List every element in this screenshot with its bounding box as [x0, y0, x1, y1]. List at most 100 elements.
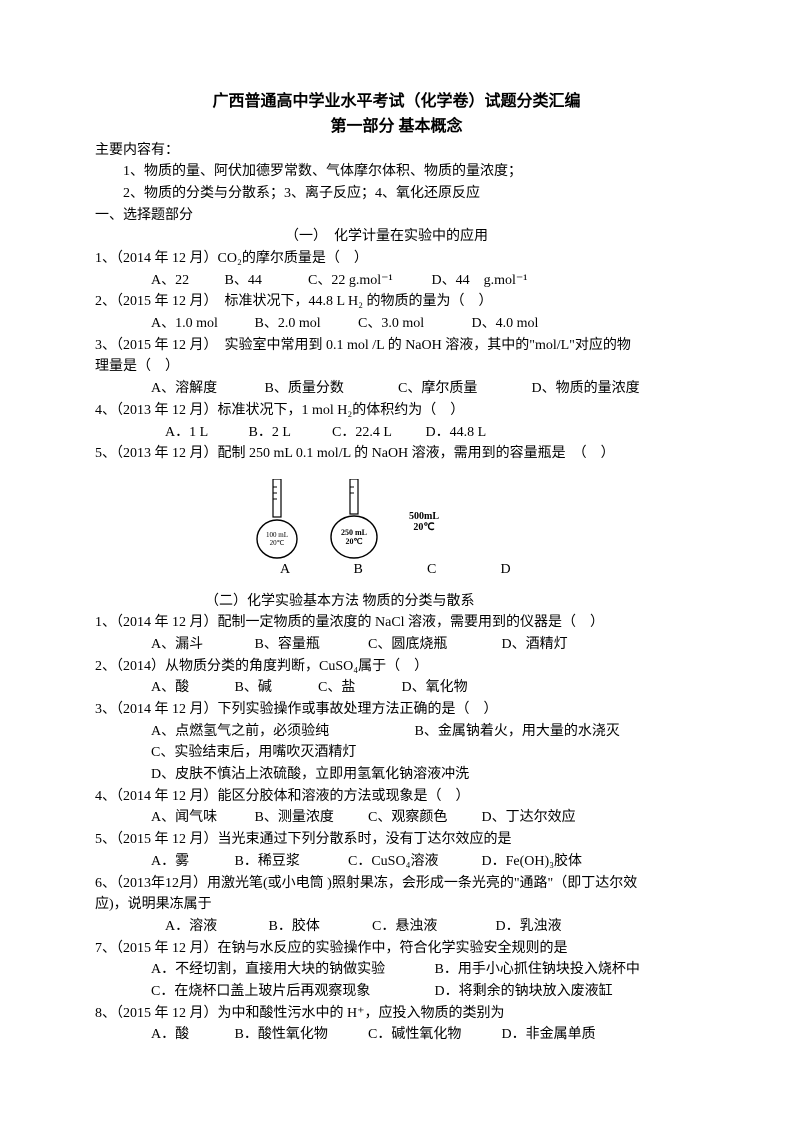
q28-b: B．酸性氧化物 [235, 1024, 365, 1046]
spacer [95, 581, 698, 591]
q3-b: B、质量分数 [265, 378, 395, 400]
flask-b: 250 mL 20℃ [329, 479, 379, 559]
q24-a: A、闻气味 [151, 807, 251, 829]
q1-d: D、44 g.mol⁻¹ [432, 270, 528, 292]
q3-options: A、溶解度 B、质量分数 C、摩尔质量 D、物质的量浓度 [95, 378, 698, 400]
q28-c: C．碱性氧化物 [368, 1024, 498, 1046]
flask-icon: 250 mL 20℃ [329, 479, 379, 559]
q21-b: B、容量瓶 [255, 634, 365, 656]
q22-a: A、酸 [151, 677, 231, 699]
intro-item-1: 1、物质的量、阿伏加德罗常数、气体摩尔体积、物质的量浓度； [95, 161, 698, 183]
q24-c: C、观察颜色 [368, 807, 478, 829]
q3-d: D、物质的量浓度 [532, 378, 640, 400]
q23-stem: 3、（2014 年 12 月）下列实验操作或事故处理方法正确的是（ ） [95, 699, 698, 721]
flask-a: 100 mL 20℃ [255, 479, 299, 559]
q1-stem: 1、（2014 年 12 月）CO₂的摩尔质量是（ ） [95, 248, 698, 270]
q5-flask-row: 100 mL 20℃ 250 mL 20℃ 500mL 20℃ [95, 469, 698, 559]
intro-item-2: 2、物质的分类与分散系；3、离子反应；4、氧化还原反应 [95, 183, 698, 205]
q5-stem: 5、（2013 年 12 月）配制 250 mL 0.1 mol/L 的 NaO… [95, 443, 698, 465]
q4-d: D．44.8 L [426, 422, 487, 444]
q27-d: D．将剩余的钠块放入废液缸 [435, 981, 613, 1003]
q3-c: C、摩尔质量 [398, 378, 528, 400]
q25-d: D．Fe(OH)₃胶体 [482, 851, 583, 873]
flask-c-label: 500mL 20℃ [409, 511, 439, 559]
q25-c: C．CuSO₄溶液 [348, 851, 478, 873]
svg-text:250 mL: 250 mL [341, 528, 367, 537]
q28-stem: 8、（2015 年 12 月）为中和酸性污水中的 H⁺，应投入物质的类别为 [95, 1003, 698, 1025]
q2-a: A、1.0 mol [151, 313, 251, 335]
q2-stem: 2、（2015 年 12 月） 标准状况下，44.8 L H₂ 的物质的量为（ … [95, 291, 698, 313]
q26-a: A．溶液 [165, 916, 265, 938]
q5-label-d: D [501, 559, 571, 581]
q21-stem: 1、（2014 年 12 月）配制一定物质的量浓度的 NaCl 溶液，需要用到的… [95, 612, 698, 634]
q1-options: A、22 B、44 C、22 g.mol⁻¹ D、44 g.mol⁻¹ [95, 270, 698, 292]
q4-options: A．1 L B．2 L C．22.4 L D．44.8 L [95, 422, 698, 444]
q27-line1: A．不经切割，直接用大块的钠做实验 B．用手小心抓住钠块投入烧杯中 [95, 959, 698, 981]
q3-stem-2: 理量是（ ） [95, 356, 698, 378]
q23-d: D、皮肤不慎沾上浓硫酸，立即用氢氧化钠溶液冲洗 [95, 764, 698, 786]
q28-d: D．非金属单质 [502, 1024, 596, 1046]
q26-options: A．溶液 B．胶体 C．悬浊液 D．乳浊液 [95, 916, 698, 938]
q21-options: A、漏斗 B、容量瓶 C、圆底烧瓶 D、酒精灯 [95, 634, 698, 656]
q23-a: A、点燃氢气之前，必须验纯 [151, 721, 411, 743]
intro-lead: 主要内容有： [95, 140, 698, 162]
q24-stem: 4、（2014 年 12 月）能区分胶体和溶液的方法或现象是（ ） [95, 786, 698, 808]
page-title: 广西普通高中学业水平考试（化学卷）试题分类汇编 [95, 90, 698, 115]
q2-c: C、3.0 mol [358, 313, 468, 335]
q22-options: A、酸 B、碱 C、盐 D、氧化物 [95, 677, 698, 699]
q3-a: A、溶解度 [151, 378, 261, 400]
page-subtitle: 第一部分 基本概念 [95, 115, 698, 140]
q22-b: B、碱 [235, 677, 315, 699]
section-1-sub1: （一） 化学计量在实验中的应用 [245, 226, 698, 248]
q22-c: C、盐 [318, 677, 398, 699]
exam-page: 广西普通高中学业水平考试（化学卷）试题分类汇编 第一部分 基本概念 主要内容有：… [0, 0, 793, 1122]
q26-b: B．胶体 [269, 916, 369, 938]
section-1-heading: 一、选择题部分 [95, 205, 698, 227]
section-1-sub2: （二）化学实验基本方法 物质的分类与散系 [95, 591, 698, 613]
q23-line1: A、点燃氢气之前，必须验纯 B、金属钠着火，用大量的水浇灭 [95, 721, 698, 743]
q27-b: B．用手小心抓住钠块投入烧杯中 [435, 959, 640, 981]
q2-b: B、2.0 mol [255, 313, 355, 335]
q24-options: A、闻气味 B、测量浓度 C、观察颜色 D、丁达尔效应 [95, 807, 698, 829]
q24-d: D、丁达尔效应 [482, 807, 576, 829]
q25-options: A．雾 B．稀豆浆 C．CuSO₄溶液 D．Fe(OH)₃胶体 [95, 851, 698, 873]
q4-c: C．22.4 L [332, 422, 422, 444]
q26-stem-2: 应)，说明果冻属于 [95, 894, 698, 916]
q25-stem: 5、（2015 年 12 月）当光束通过下列分散系时，没有丁达尔效应的是 [95, 829, 698, 851]
q21-c: C、圆底烧瓶 [368, 634, 498, 656]
q1-c: C、22 g.mol⁻¹ [308, 270, 428, 292]
q4-stem: 4、（2013 年 12 月）标准状况下，1 mol H₂的体积约为（ ） [95, 400, 698, 422]
q22-stem: 2、（2014）从物质分类的角度判断，CuSO₄属于（ ） [95, 656, 698, 678]
q28-options: A．酸 B．酸性氧化物 C．碱性氧化物 D．非金属单质 [95, 1024, 698, 1046]
q5-option-letters: A B C D [95, 559, 698, 581]
q28-a: A．酸 [151, 1024, 231, 1046]
q2-options: A、1.0 mol B、2.0 mol C、3.0 mol D、4.0 mol [95, 313, 698, 335]
q26-d: D．乳浊液 [496, 916, 562, 938]
svg-text:20℃: 20℃ [270, 539, 285, 547]
q23-b: B、金属钠着火，用大量的水浇灭 [415, 721, 620, 743]
q1-a: A、22 [151, 270, 221, 292]
svg-text:100 mL: 100 mL [266, 531, 288, 539]
q27-line2: C．在烧杯口盖上玻片后再观察现象 D．将剩余的钠块放入废液缸 [95, 981, 698, 1003]
q5-label-c: C [427, 559, 497, 581]
q26-stem-1: 6、（2013年12月）用激光笔(或小电筒 )照射果冻，会形成一条光亮的"通路"… [95, 873, 698, 895]
q27-c: C．在烧杯口盖上玻片后再观察现象 [151, 981, 431, 1003]
q2-d: D、4.0 mol [472, 313, 539, 335]
q27-a: A．不经切割，直接用大块的钠做实验 [151, 959, 431, 981]
q3-stem-1: 3、（2015 年 12 月） 实验室中常用到 0.1 mol /L 的 NaO… [95, 335, 698, 357]
q1-b: B、44 [225, 270, 305, 292]
q21-a: A、漏斗 [151, 634, 251, 656]
q21-d: D、酒精灯 [502, 634, 568, 656]
q5-label-b: B [354, 559, 424, 581]
q25-a: A．雾 [151, 851, 231, 873]
flask-icon: 100 mL 20℃ [255, 479, 299, 559]
q5-label-a: A [280, 559, 350, 581]
q26-c: C．悬浊液 [372, 916, 492, 938]
q27-stem: 7、（2015 年 12 月）在钠与水反应的实验操作中，符合化学实验安全规则的是 [95, 938, 698, 960]
q25-b: B．稀豆浆 [235, 851, 345, 873]
q23-c: C、实验结束后，用嘴吹灭酒精灯 [95, 742, 698, 764]
svg-text:20℃: 20℃ [346, 537, 363, 546]
q4-a: A．1 L [165, 422, 245, 444]
q4-b: B．2 L [249, 422, 329, 444]
q24-b: B、测量浓度 [255, 807, 365, 829]
